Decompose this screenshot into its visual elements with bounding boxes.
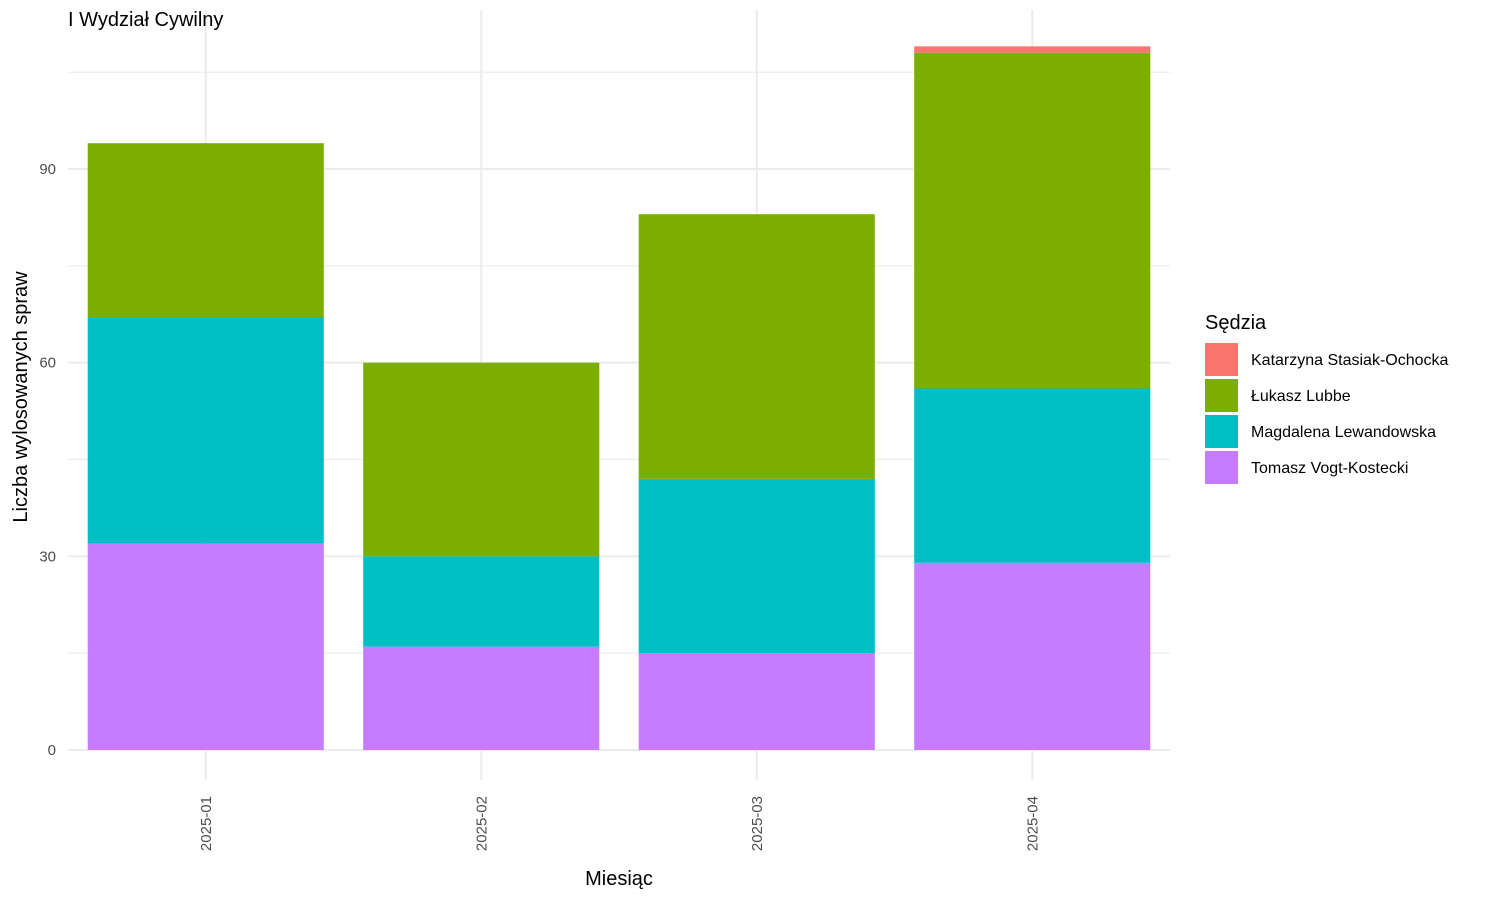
- bar-segment: [638, 214, 875, 479]
- legend-swatch: [1205, 451, 1238, 484]
- x-axis-title: Miesiąc: [585, 868, 653, 890]
- bar-segment: [914, 52, 1151, 389]
- y-tick-label: 90: [39, 161, 56, 178]
- legend-label: Katarzyna Stasiak-Ochocka: [1251, 352, 1449, 369]
- bar-segment: [87, 143, 324, 318]
- chart-title: I Wydział Cywilny: [68, 9, 223, 31]
- y-tick-label: 30: [39, 548, 56, 565]
- legend-label: Łukasz Lubbe: [1251, 388, 1351, 405]
- y-tick-label: 0: [48, 742, 56, 759]
- bar-segment: [914, 388, 1151, 563]
- bar-segment: [87, 543, 324, 750]
- legend-label: Magdalena Lewandowska: [1251, 424, 1436, 441]
- legend-swatch: [1205, 343, 1238, 376]
- legend: Sędzia Katarzyna Stasiak-Ochocka Łukasz L…: [1205, 312, 1449, 484]
- y-axis-title: Liczba wylosowanych spraw: [10, 271, 32, 523]
- bars: [87, 46, 1151, 750]
- legend-label: Tomasz Vogt-Kostecki: [1251, 460, 1408, 477]
- bar-segment: [87, 317, 324, 544]
- legend-title: Sędzia: [1205, 312, 1267, 334]
- x-tick-label: 2025-01: [198, 796, 215, 851]
- legend-swatch: [1205, 379, 1238, 412]
- bar-segment: [914, 46, 1151, 53]
- bar-segment: [363, 362, 600, 557]
- axes: 0 30 60 90 2025-01 2025-02 2025-03 2025-04: [39, 161, 1041, 851]
- bar-segment: [638, 478, 875, 654]
- bar-segment: [914, 562, 1151, 750]
- x-tick-label: 2025-03: [749, 796, 766, 851]
- bar-segment: [363, 556, 600, 647]
- bar-segment: [363, 646, 600, 750]
- legend-swatch: [1205, 415, 1238, 448]
- x-tick-label: 2025-04: [1024, 796, 1041, 851]
- y-tick-label: 60: [39, 355, 56, 372]
- x-tick-label: 2025-02: [473, 796, 490, 851]
- bar-segment: [638, 653, 875, 750]
